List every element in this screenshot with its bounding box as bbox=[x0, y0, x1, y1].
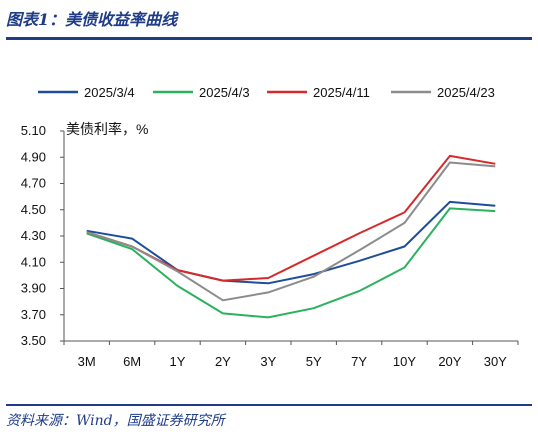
figure-title: 图表1：美债收益率曲线 bbox=[6, 10, 178, 29]
y-tick-label: 4.90 bbox=[21, 149, 46, 164]
x-tick-label: 1Y bbox=[170, 354, 186, 369]
series-line-2025-3-4 bbox=[86, 200, 496, 285]
y-tick-label: 3.70 bbox=[21, 307, 46, 322]
source-rule bbox=[6, 404, 532, 406]
axes: 5.10 4.90 4.70 4.50 4.30 4.10 3.90 3.70 3.50 3M 6M… bbox=[21, 123, 519, 369]
legend-label: 2025/4/3 bbox=[199, 85, 250, 100]
y-tick-label: 4.70 bbox=[21, 176, 46, 191]
x-tick-label: 5Y bbox=[306, 354, 322, 369]
series-group bbox=[86, 154, 496, 319]
series-line-2025-4-23 bbox=[86, 161, 496, 302]
x-tick-label: 2Y bbox=[215, 354, 231, 369]
x-tick-label: 20Y bbox=[438, 354, 461, 369]
legend: 2025/3/4 2025/4/3 2025/4/11 2025/4/23 bbox=[38, 85, 495, 100]
title-rule bbox=[6, 37, 532, 40]
legend-label: 2025/4/11 bbox=[313, 85, 370, 100]
legend-label: 2025/4/23 bbox=[437, 85, 495, 100]
y-tick-label: 4.10 bbox=[21, 254, 46, 269]
x-tick-label: 7Y bbox=[351, 354, 367, 369]
y-tick-label: 4.30 bbox=[21, 228, 46, 243]
x-tick-label: 30Y bbox=[484, 354, 507, 369]
legend-label: 2025/3/4 bbox=[84, 85, 135, 100]
x-tick-label: 10Y bbox=[393, 354, 416, 369]
x-tick-label: 3M bbox=[78, 354, 96, 369]
y-axis-label: 美债利率，% bbox=[66, 121, 148, 137]
y-tick-label: 5.10 bbox=[21, 123, 46, 138]
x-tick-label: 6M bbox=[123, 354, 141, 369]
y-tick-label: 4.50 bbox=[21, 202, 46, 217]
source-note: 资料来源：Wind，国盛证券研究所 bbox=[6, 413, 225, 429]
y-tick-label: 3.90 bbox=[21, 281, 46, 296]
y-tick-label: 3.50 bbox=[21, 333, 46, 348]
x-tick-label: 3Y bbox=[260, 354, 276, 369]
series-line-2025-4-3 bbox=[86, 207, 496, 319]
